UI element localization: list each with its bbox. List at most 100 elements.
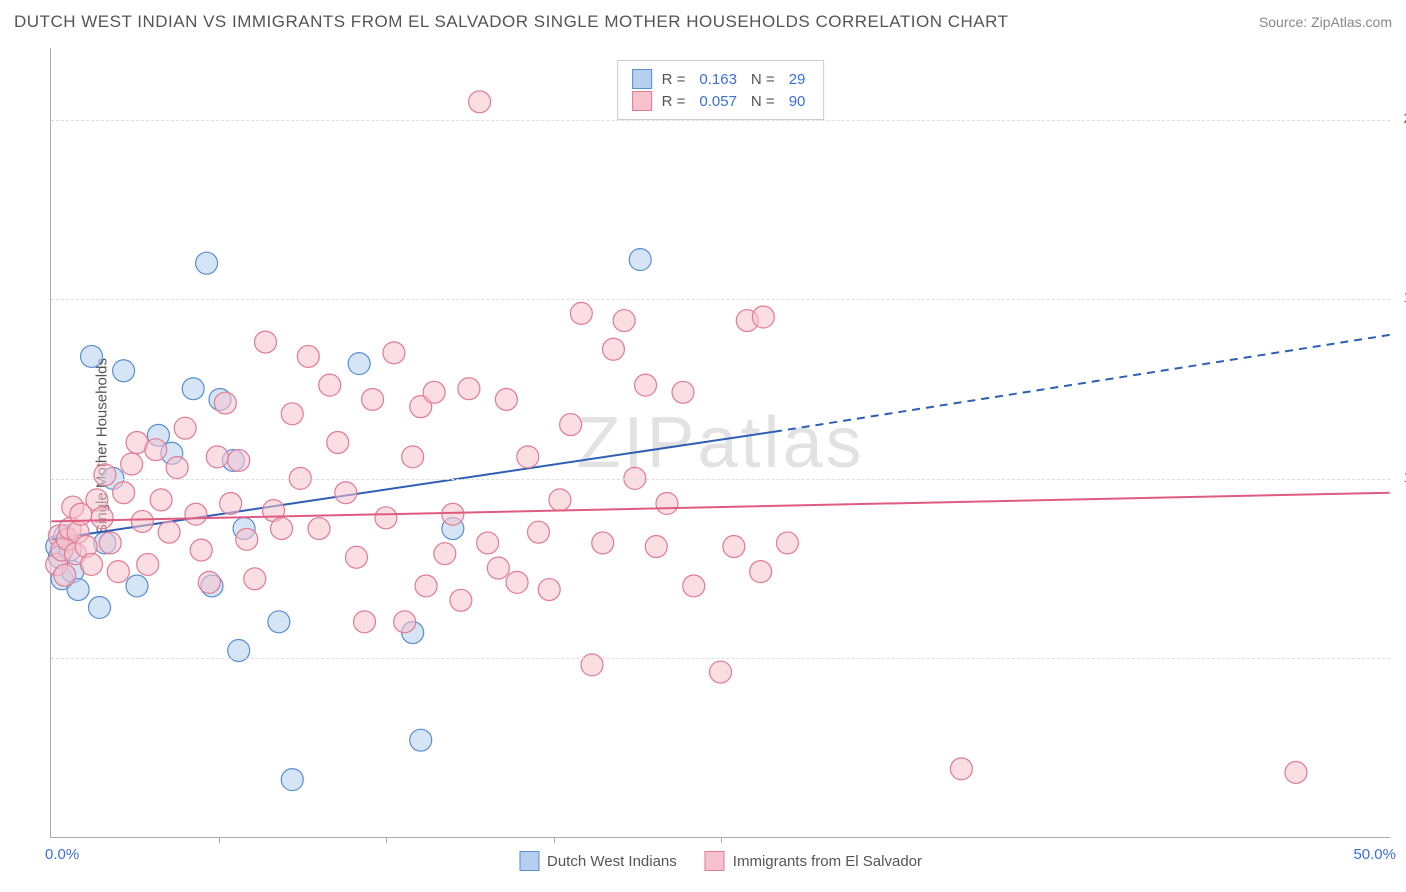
data-point: [517, 446, 539, 468]
data-point: [81, 345, 103, 367]
legend-item-series2: Immigrants from El Salvador: [705, 851, 922, 871]
data-point: [99, 532, 121, 554]
data-point: [354, 611, 376, 633]
grid-line: [51, 479, 1390, 480]
data-point: [145, 439, 167, 461]
grid-line: [51, 120, 1390, 121]
data-point: [570, 302, 592, 324]
chart-svg: [51, 48, 1390, 837]
legend-label-2: Immigrants from El Salvador: [733, 853, 922, 870]
data-point: [308, 518, 330, 540]
data-point: [656, 492, 678, 514]
data-point: [506, 571, 528, 593]
x-tick: [219, 837, 220, 843]
data-point: [345, 546, 367, 568]
data-point: [394, 611, 416, 633]
data-point: [469, 91, 491, 113]
data-point: [423, 381, 445, 403]
data-point: [81, 553, 103, 575]
data-point: [528, 521, 550, 543]
data-point: [549, 489, 571, 511]
data-point: [434, 543, 456, 565]
data-point: [297, 345, 319, 367]
data-point: [281, 769, 303, 791]
data-point: [113, 360, 135, 382]
plot-area: ZIPatlas R = 0.163 N = 29 R = 0.057 N = …: [50, 48, 1390, 838]
data-point: [220, 492, 242, 514]
data-point: [236, 528, 258, 550]
data-point: [91, 507, 113, 529]
data-point: [450, 589, 472, 611]
data-point: [54, 564, 76, 586]
trend-line-dashed: [774, 335, 1390, 432]
x-tick: [721, 837, 722, 843]
data-point: [174, 417, 196, 439]
data-point: [495, 388, 517, 410]
data-point: [281, 403, 303, 425]
data-point: [683, 575, 705, 597]
data-point: [752, 306, 774, 328]
data-point: [185, 503, 207, 525]
data-point: [190, 539, 212, 561]
x-tick: [554, 837, 555, 843]
data-point: [196, 252, 218, 274]
data-point: [487, 557, 509, 579]
grid-line: [51, 299, 1390, 300]
data-point: [415, 575, 437, 597]
data-point: [1285, 761, 1307, 783]
data-point: [319, 374, 341, 396]
grid-line: [51, 658, 1390, 659]
data-point: [613, 310, 635, 332]
swatch-bottom-1: [519, 851, 539, 871]
legend-series: Dutch West Indians Immigrants from El Sa…: [519, 851, 922, 871]
x-tick-label: 50.0%: [1353, 846, 1396, 863]
data-point: [254, 331, 276, 353]
data-point: [442, 503, 464, 525]
data-point: [458, 378, 480, 400]
data-point: [327, 432, 349, 454]
data-point: [602, 338, 624, 360]
data-point: [198, 571, 220, 593]
data-point: [206, 446, 228, 468]
data-point: [158, 521, 180, 543]
chart-title: DUTCH WEST INDIAN VS IMMIGRANTS FROM EL …: [14, 12, 1008, 32]
data-point: [244, 568, 266, 590]
data-point: [131, 510, 153, 532]
data-point: [672, 381, 694, 403]
data-point: [383, 342, 405, 364]
data-point: [113, 482, 135, 504]
data-point: [477, 532, 499, 554]
data-point: [410, 729, 432, 751]
data-point: [121, 453, 143, 475]
trend-line: [51, 493, 1389, 522]
data-point: [348, 353, 370, 375]
data-point: [150, 489, 172, 511]
x-tick: [386, 837, 387, 843]
data-point: [750, 561, 772, 583]
data-point: [335, 482, 357, 504]
data-point: [645, 536, 667, 558]
data-point: [182, 378, 204, 400]
data-point: [89, 596, 111, 618]
data-point: [94, 464, 116, 486]
legend-label-1: Dutch West Indians: [547, 853, 677, 870]
legend-item-series1: Dutch West Indians: [519, 851, 677, 871]
data-point: [710, 661, 732, 683]
data-point: [635, 374, 657, 396]
data-point: [581, 654, 603, 676]
data-point: [137, 553, 159, 575]
data-point: [166, 457, 188, 479]
data-point: [723, 536, 745, 558]
data-point: [592, 532, 614, 554]
data-point: [776, 532, 798, 554]
data-point: [268, 611, 290, 633]
data-point: [271, 518, 293, 540]
data-point: [560, 414, 582, 436]
x-tick-label: 0.0%: [45, 846, 79, 863]
data-point: [538, 579, 560, 601]
data-point: [362, 388, 384, 410]
data-point: [950, 758, 972, 780]
swatch-bottom-2: [705, 851, 725, 871]
data-point: [214, 392, 236, 414]
data-point: [402, 446, 424, 468]
